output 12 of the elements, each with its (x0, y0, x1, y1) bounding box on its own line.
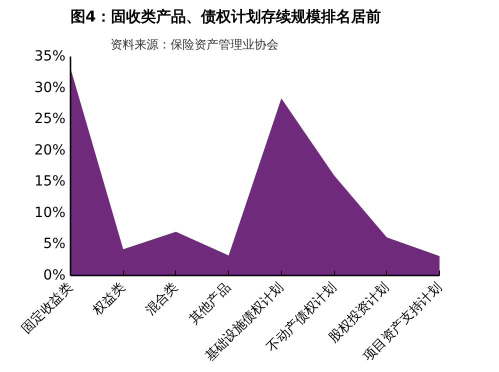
y-tick-label: 15% (34, 174, 66, 190)
y-tick-label: 10% (34, 204, 66, 221)
y-tick-label: 25% (34, 111, 66, 128)
x-tick-label: 权益类 (90, 280, 129, 320)
chart-title: 图4：固收类产品、债权计划存续规模排名居前 (70, 8, 381, 26)
y-tick-label: 30% (34, 80, 66, 96)
text: 资料来源：保险资产管理业协会 (110, 38, 278, 52)
y-tick-label: 5% (43, 236, 66, 252)
y-tick-label: 20% (34, 142, 66, 158)
x-tick-label: 混合类 (143, 280, 182, 318)
x-tick-label: 其他产品 (186, 280, 234, 328)
y-tick-label: 35% (34, 48, 66, 64)
